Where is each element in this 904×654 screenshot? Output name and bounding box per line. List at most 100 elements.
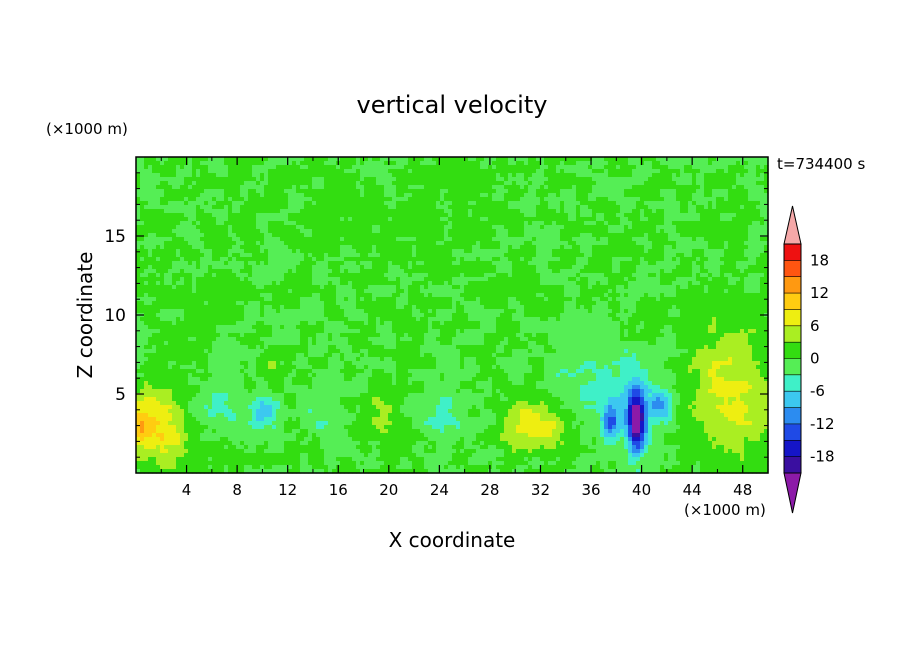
heatmap-cell (736, 257, 741, 262)
heatmap-cell (556, 273, 561, 278)
heatmap-cell (136, 261, 141, 266)
heatmap-cell (208, 265, 213, 270)
heatmap-cell (384, 249, 389, 254)
heatmap-cell (512, 261, 517, 266)
heatmap-cell (292, 189, 297, 194)
heatmap-cell (448, 209, 453, 214)
heatmap-cell (488, 213, 493, 218)
heatmap-cell (248, 181, 253, 186)
heatmap-cell (512, 233, 517, 238)
heatmap-cell (424, 249, 429, 254)
heatmap-cell (212, 253, 217, 258)
heatmap-cell (404, 205, 409, 210)
heatmap-cell (720, 173, 725, 178)
heatmap-cell (516, 205, 521, 210)
heatmap-cell (636, 237, 641, 242)
heatmap-cell (252, 209, 257, 214)
heatmap-cell (496, 241, 501, 246)
heatmap-cell (180, 225, 185, 230)
heatmap-cell (388, 193, 393, 198)
heatmap-cell (184, 205, 189, 210)
heatmap-cell (192, 277, 197, 282)
heatmap-cell (248, 265, 253, 270)
heatmap-cell (676, 261, 681, 266)
heatmap-cell (748, 273, 753, 278)
heatmap-cell (264, 173, 269, 178)
heatmap-cell (388, 189, 393, 194)
heatmap-cell (528, 201, 533, 206)
heatmap-cell (156, 205, 161, 210)
heatmap-cell (148, 221, 153, 226)
heatmap-cell (228, 165, 233, 170)
heatmap-cell (716, 169, 721, 174)
heatmap-cell (536, 209, 541, 214)
heatmap-cell (352, 245, 357, 250)
heatmap-cell (416, 249, 421, 254)
heatmap-cell (468, 273, 473, 278)
heatmap-cell (156, 261, 161, 266)
heatmap-cell (576, 169, 581, 174)
heatmap-cell (756, 245, 761, 250)
heatmap-cell (452, 205, 457, 210)
heatmap-cell (760, 185, 765, 190)
heatmap-cell (576, 173, 581, 178)
heatmap-cell (616, 205, 621, 210)
heatmap-cell (600, 213, 605, 218)
heatmap-cell (228, 185, 233, 190)
heatmap-cell (764, 233, 769, 238)
heatmap-cell (292, 245, 297, 250)
heatmap-cell (280, 249, 285, 254)
heatmap-cell (212, 281, 217, 286)
heatmap-cell (324, 273, 329, 278)
heatmap-cell (592, 229, 597, 234)
heatmap-cell (544, 233, 549, 238)
heatmap-cell (572, 197, 577, 202)
heatmap-cell (396, 213, 401, 218)
heatmap-cell (400, 189, 405, 194)
heatmap-cell (456, 269, 461, 274)
heatmap-cell (444, 177, 449, 182)
heatmap-cell (636, 249, 641, 254)
heatmap-cell (296, 197, 301, 202)
heatmap-cell (764, 197, 769, 202)
heatmap-cell (612, 181, 617, 186)
heatmap-cell (144, 277, 149, 282)
heatmap-cell (760, 273, 765, 278)
heatmap-cell (732, 265, 737, 270)
heatmap-cell (392, 165, 397, 170)
heatmap-cell (416, 181, 421, 186)
heatmap-cell (468, 249, 473, 254)
heatmap-cell (692, 189, 697, 194)
heatmap-cell (624, 269, 629, 274)
heatmap-cell (412, 221, 417, 226)
heatmap-cell (152, 237, 157, 242)
heatmap-cell (584, 217, 589, 222)
heatmap-cell (688, 269, 693, 274)
heatmap-cell (592, 277, 597, 282)
heatmap-cell (252, 225, 257, 230)
heatmap-cell (460, 177, 465, 182)
heatmap-cell (204, 193, 209, 198)
heatmap-cell (340, 161, 345, 166)
heatmap-cell (420, 181, 425, 186)
heatmap-cell (516, 257, 521, 262)
heatmap-cell (560, 201, 565, 206)
heatmap-cell (724, 209, 729, 214)
heatmap-cell (176, 161, 181, 166)
heatmap-cell (760, 261, 765, 266)
heatmap-cell (296, 201, 301, 206)
heatmap-cell (708, 201, 713, 206)
heatmap-cell (348, 185, 353, 190)
heatmap-cell (760, 237, 765, 242)
heatmap-cell (148, 237, 153, 242)
heatmap-cell (412, 245, 417, 250)
heatmap-cell (364, 245, 369, 250)
heatmap-cell (548, 217, 553, 222)
heatmap-cell (528, 277, 533, 282)
heatmap-cell (628, 177, 633, 182)
heatmap-cell (484, 193, 489, 198)
heatmap-cell (316, 209, 321, 214)
heatmap-cell (504, 157, 509, 162)
heatmap-cell (604, 169, 609, 174)
heatmap-cell (616, 253, 621, 258)
